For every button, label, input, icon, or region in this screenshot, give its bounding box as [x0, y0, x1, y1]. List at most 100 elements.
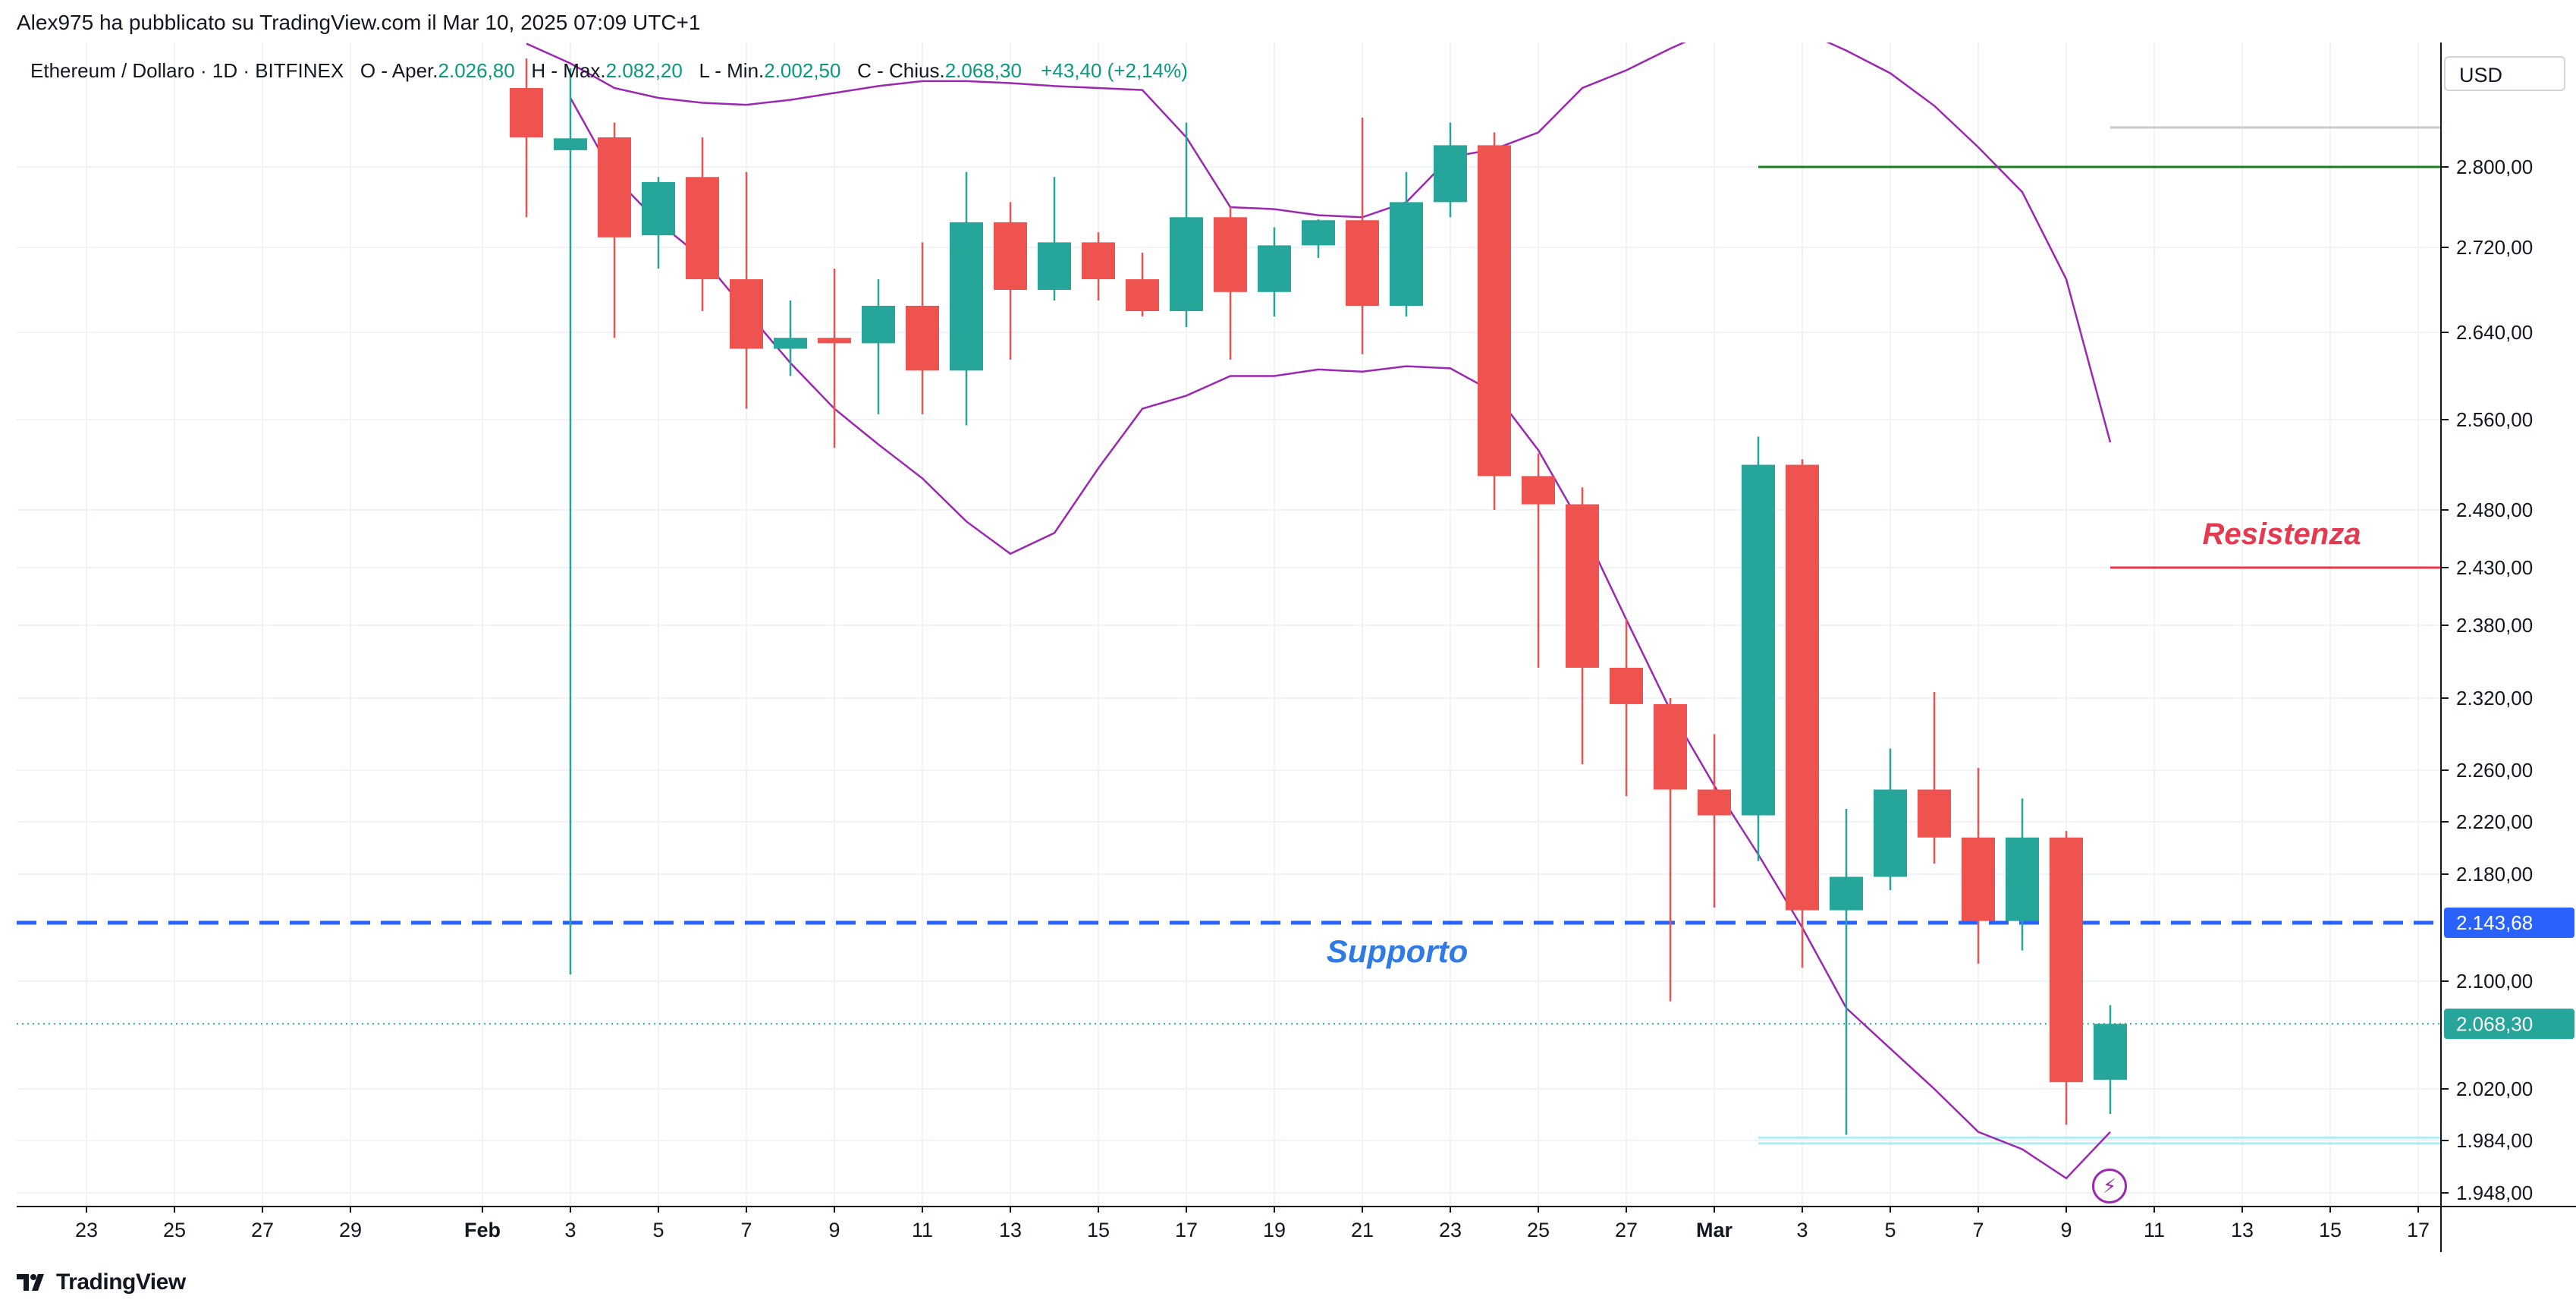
y-tick-label: 2.640,00 [2456, 321, 2533, 344]
candles [510, 58, 2127, 1135]
candle-body [950, 222, 983, 371]
candle-body [1918, 789, 1951, 838]
low-value: 2.002,50 [764, 59, 841, 82]
brand-name: TradingView [56, 1270, 186, 1295]
candle-body [510, 88, 543, 137]
candle-body [862, 306, 895, 344]
lightning-icon[interactable]: ⚡ [2092, 1169, 2127, 1203]
x-tick-label: 7 [1972, 1219, 1984, 1241]
resistance-label: Resistenza [2203, 518, 2361, 551]
bollinger-bands [526, 42, 2112, 1180]
high-value: 2.082,20 [605, 59, 683, 82]
y-tick-label: 2.320,00 [2456, 687, 2533, 709]
y-tick-label: 1.984,00 [2456, 1129, 2533, 1152]
price-chart[interactable]: Supporto Resistenza 1.948,00 1.984,00 2.020… [0, 0, 2576, 1260]
candle-body [1258, 245, 1291, 292]
y-tick-label: 2.480,00 [2456, 499, 2533, 521]
x-tick-label: 7 [740, 1219, 752, 1241]
candle-body [1742, 464, 1775, 816]
open-value: 2.026,80 [438, 59, 515, 82]
candle-body [1962, 837, 1995, 921]
y-tick-label: 2.020,00 [2456, 1078, 2533, 1100]
x-tick-label: 13 [2231, 1219, 2254, 1241]
x-tick-label: 19 [1263, 1219, 1286, 1241]
x-tick-label: 27 [251, 1219, 274, 1241]
candle-body [1434, 145, 1467, 203]
candle-body [1126, 279, 1159, 311]
x-tick-label: 15 [1087, 1219, 1110, 1241]
y-tick-label: 2.180,00 [2456, 863, 2533, 886]
candle-body [1698, 789, 1731, 816]
candle-body [1874, 789, 1907, 877]
footer: TradingView [17, 1266, 186, 1299]
candle-body [774, 338, 807, 349]
published-caption: Alex975 ha pubblicato su TradingView.com… [17, 11, 701, 34]
x-tick-label: 27 [1615, 1219, 1638, 1241]
x-tick-label: Feb [464, 1219, 501, 1241]
x-tick-label: 5 [1884, 1219, 1896, 1241]
open-label: O - Aper. [360, 59, 438, 82]
candle-body [1170, 217, 1203, 311]
change-value: +43,40 (+2,14%) [1041, 59, 1188, 82]
candle-body [598, 137, 631, 238]
close-value: 2.068,30 [944, 59, 1022, 82]
bollinger-upper-line [526, 42, 2112, 443]
ohlc-legend: Ethereum / Dollaro · 1D · BITFINEX O - A… [30, 59, 1188, 83]
top-bar: Alex975 ha pubblicato su TradingView.com… [0, 0, 2576, 42]
candle-body [818, 338, 851, 344]
close-label: C - Chius. [857, 59, 945, 82]
symbol-label[interactable]: Ethereum / Dollaro · 1D · BITFINEX [30, 59, 344, 82]
x-tick-label: 29 [339, 1219, 362, 1241]
y-tick-label: 2.260,00 [2456, 759, 2533, 782]
x-tick-label: 21 [1351, 1219, 1374, 1241]
candle-body [1346, 220, 1379, 306]
candle-body [1390, 202, 1423, 306]
candle-body [2006, 837, 2039, 921]
x-tick-label: 11 [2144, 1219, 2165, 1241]
y-tick-label: 2.220,00 [2456, 810, 2533, 833]
candle-body [906, 306, 939, 371]
support-price-tag: 2.143,68 [2456, 911, 2533, 934]
candle-body [2094, 1024, 2127, 1080]
y-tick-label: 2.100,00 [2456, 970, 2533, 993]
candle-body [1478, 145, 1511, 477]
candle-body [1522, 476, 1555, 505]
y-tick-label: 2.720,00 [2456, 236, 2533, 259]
x-tick-label: 3 [1796, 1219, 1808, 1241]
x-tick-label: 23 [75, 1219, 98, 1241]
support-label: Supporto [1327, 933, 1469, 969]
candle-body [1566, 504, 1599, 668]
candle-body [1786, 464, 1819, 911]
candle-body [554, 138, 587, 150]
y-tick-label: 2.560,00 [2456, 408, 2533, 431]
low-label: L - Min. [699, 59, 765, 82]
x-tick-label: 25 [163, 1219, 186, 1241]
x-tick-label: 15 [2319, 1219, 2342, 1241]
candle-body [2050, 837, 2083, 1083]
candle-body [1038, 242, 1071, 290]
y-tick-label: 2.430,00 [2456, 556, 2533, 579]
candle-body [1082, 242, 1115, 279]
x-tick-label: 17 [2407, 1219, 2430, 1241]
tradingview-logo-icon [17, 1274, 44, 1291]
x-tick-label: 5 [652, 1219, 664, 1241]
y-tick-label: 2.800,00 [2456, 156, 2533, 178]
candle-body [1830, 876, 1863, 911]
y-tick-label: 1.948,00 [2456, 1181, 2533, 1204]
x-tick-label: 25 [1527, 1219, 1550, 1241]
support-price-tag-bg [2444, 908, 2574, 939]
candle-body [994, 222, 1027, 290]
currency-selector[interactable]: USD [2444, 56, 2565, 91]
candle-body [1610, 668, 1643, 704]
current-price-tag-bg [2444, 1008, 2574, 1040]
y-tick-label: 2.380,00 [2456, 614, 2533, 637]
candle-body [1214, 217, 1247, 292]
high-label: H - Max. [531, 59, 606, 82]
candle-body [1654, 703, 1687, 790]
x-tick-label: 9 [828, 1219, 840, 1241]
current-price-tag: 2.068,30 [2456, 1012, 2533, 1035]
x-tick-label: 23 [1439, 1219, 1462, 1241]
x-tick-label: 13 [999, 1219, 1022, 1241]
grid [17, 42, 2441, 1207]
candle-body [730, 279, 763, 349]
